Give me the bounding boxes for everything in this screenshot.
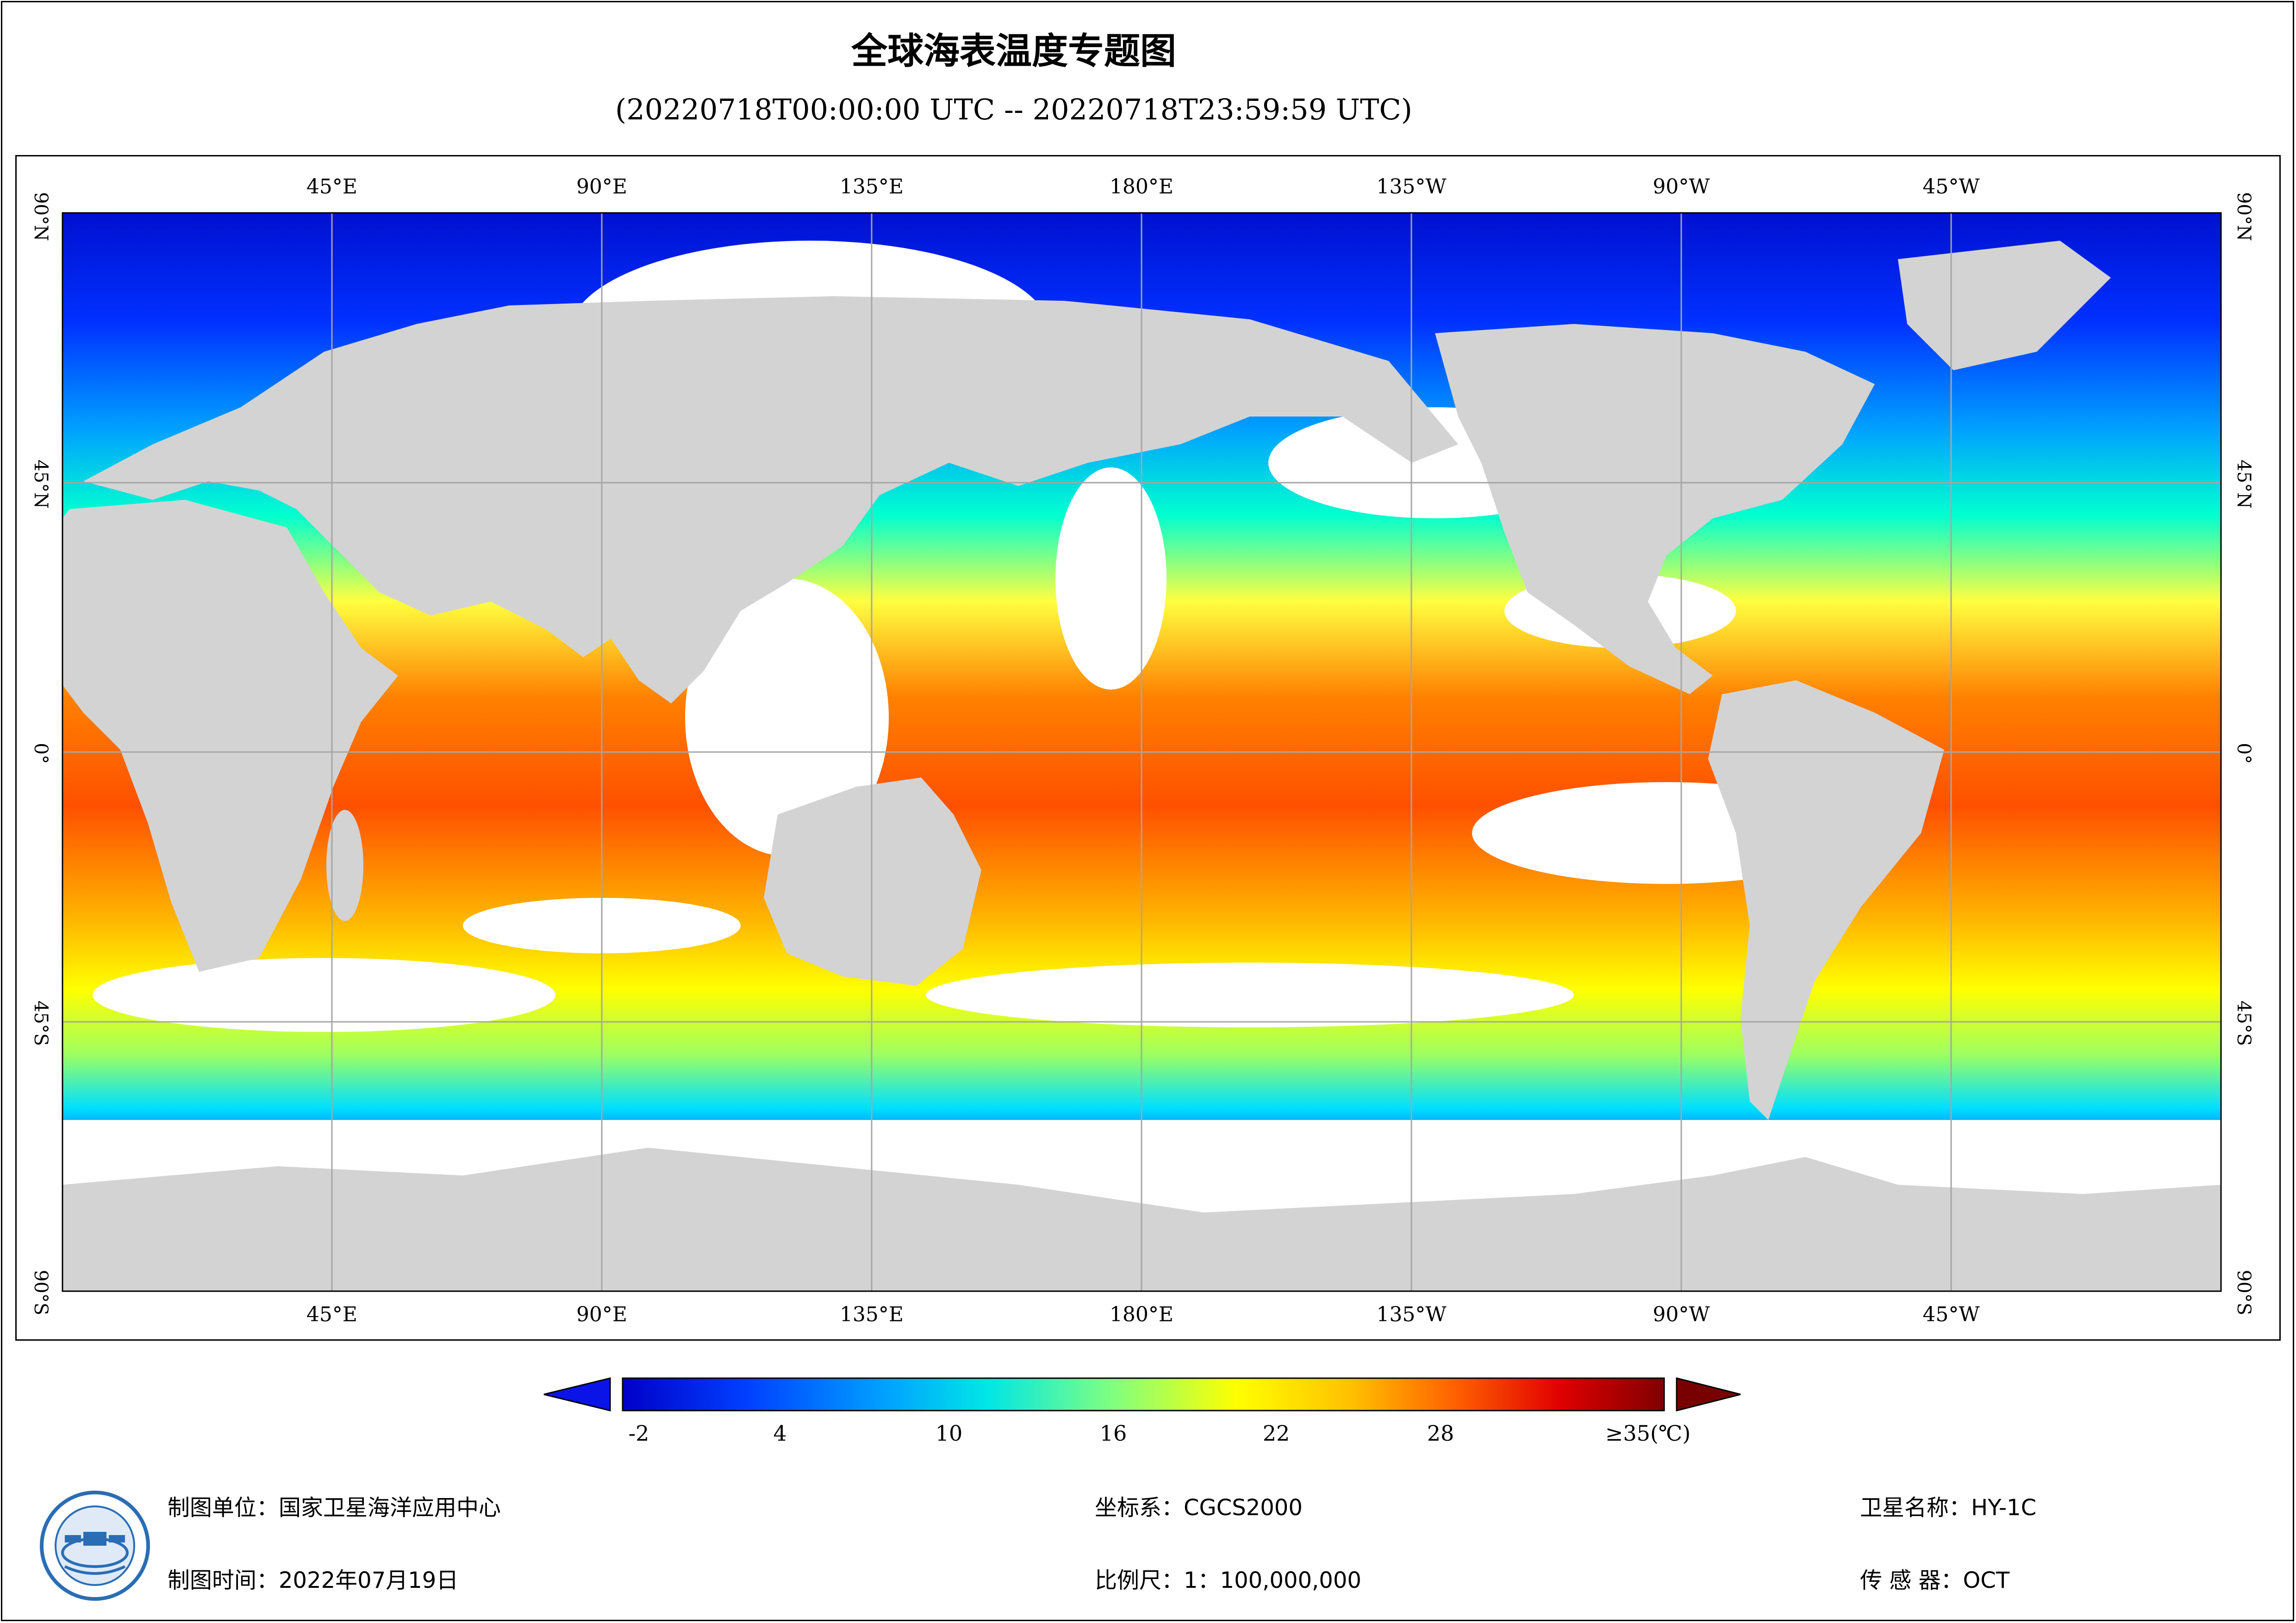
lon-label-top: 180°E [1109,175,1174,199]
lon-label-bottom: 45°W [1922,1303,1980,1326]
mapping-unit: 制图单位：国家卫星海洋应用中心 [168,1495,501,1521]
lon-label-top: 45°E [306,175,358,199]
lon-label-top: 135°W [1376,175,1447,199]
lon-label-top: 90°E [576,175,628,199]
map-frame [15,155,2281,1341]
land-north-america [1435,324,1875,694]
legend-tick-label: 10 [935,1421,963,1446]
legend-tick-label: 16 [1099,1421,1127,1446]
legend-tick-label: 4 [773,1421,787,1446]
lon-label-bottom: 90°W [1653,1303,1710,1326]
land-south-america [1708,680,1944,1120]
legend-tick-label: -2 [628,1421,649,1446]
map-inner-border [62,212,2222,1292]
map-title: 全球海表温度专题图 [851,31,1176,72]
nsoas-logo [40,1491,150,1601]
legend-tick-label: ≥35(℃) [1605,1421,1691,1446]
land-australia [764,777,981,986]
lon-label-bottom: 135°W [1376,1303,1447,1326]
lon-label-bottom: 135°E [839,1303,904,1326]
legend-tick-label: 28 [1427,1421,1454,1446]
lon-label-bottom: 180°E [1109,1303,1174,1326]
lon-label-top: 135°E [839,175,904,199]
land-madagascar [326,810,363,921]
graticule [62,213,2221,1291]
satellite-name: 卫星名称：HY-1C [1860,1495,2037,1521]
map-scale: 比例尺：1：100,000,000 [1095,1567,1361,1593]
legend-tick-label: 22 [1262,1421,1290,1446]
sensor-name: 传 感 器：OCT [1860,1567,2010,1593]
lon-label-top: 90°W [1653,175,1710,199]
legend-colorbar [622,1377,1665,1412]
coordinate-system: 坐标系：CGCS2000 [1095,1495,1303,1521]
legend-over-arrow [1676,1377,1741,1412]
lon-label-bottom: 45°E [306,1303,358,1326]
legend-under-arrow [543,1377,611,1412]
lon-label-top: 45°W [1922,175,1980,199]
lon-label-bottom: 90°E [576,1303,628,1326]
mapping-date: 制图时间：2022年07月19日 [168,1567,459,1593]
time-range-subtitle: (20220718T00:00:00 UTC -- 20220718T23:59… [615,93,1412,126]
land-eurasia [83,296,1458,703]
land-africa [62,500,398,972]
